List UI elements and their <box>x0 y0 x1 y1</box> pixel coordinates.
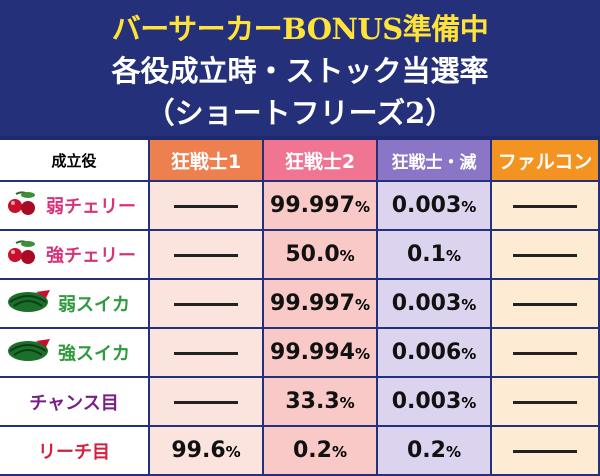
percent-sign: % <box>225 443 241 461</box>
value-cell-2: 0.2% <box>264 427 378 476</box>
percent-sign: % <box>354 296 370 314</box>
dash-mark <box>513 352 577 355</box>
dash-mark <box>174 303 238 306</box>
role-label: リーチ目 <box>38 441 110 463</box>
value-cell-3: 0.1% <box>378 231 492 280</box>
rate-value: 99.994 <box>270 340 355 365</box>
role-cell: 弱チェリー <box>0 182 150 231</box>
rate-value: 99.997 <box>270 291 355 316</box>
table-row: リーチ目 99.6% 0.2% 0.2% <box>0 427 600 476</box>
table-row: チャンス目 33.3% 0.003% <box>0 378 600 427</box>
rate-value: 99.6 <box>171 438 226 463</box>
table-row: 強チェリー 50.0% 0.1% <box>0 231 600 280</box>
title-line-2: 各役成立時・ストック当選率 <box>111 54 489 88</box>
percent-sign: % <box>354 198 370 216</box>
percent-sign: % <box>339 247 355 265</box>
value-cell-4 <box>492 280 600 329</box>
value-cell-3: 0.006% <box>378 329 492 378</box>
value-cell-3: 0.003% <box>378 378 492 427</box>
value-cell-3: 0.003% <box>378 280 492 329</box>
value-cell-3: 0.003% <box>378 182 492 231</box>
role-label: 弱チェリー <box>46 196 136 218</box>
col-header-berserker2: 狂戦士2 <box>264 140 378 182</box>
col-header-falcon: ファルコン <box>492 140 600 182</box>
table-header-row: 成立役 狂戦士1 狂戦士2 狂戦士・滅 ファルコン <box>0 140 600 182</box>
title-line-1: バーサーカーBONUS準備中 <box>111 12 489 46</box>
cherry-icon <box>6 239 40 270</box>
value-cell-1 <box>150 378 264 427</box>
value-cell-2: 50.0% <box>264 231 378 280</box>
value-cell-2: 33.3% <box>264 378 378 427</box>
dash-mark <box>513 401 577 404</box>
percent-sign: % <box>461 345 477 363</box>
value-cell-4 <box>492 378 600 427</box>
stock-rate-table: 成立役 狂戦士1 狂戦士2 狂戦士・滅 ファルコン 弱チェリー 99.997% 0.… <box>0 140 600 476</box>
percent-sign: % <box>339 394 355 412</box>
role-cell: 強スイカ <box>0 329 150 378</box>
dash-mark <box>174 254 238 257</box>
dash-mark <box>174 352 238 355</box>
table-row: 弱スイカ 99.997% 0.003% <box>0 280 600 329</box>
percent-sign: % <box>461 394 477 412</box>
percent-sign: % <box>461 198 477 216</box>
rate-value: 0.003 <box>391 291 462 316</box>
role-label: 強スイカ <box>58 343 130 365</box>
value-cell-2: 99.997% <box>264 280 378 329</box>
rate-value: 0.003 <box>391 389 462 414</box>
value-cell-1 <box>150 231 264 280</box>
value-cell-1: 99.6% <box>150 427 264 476</box>
percent-sign: % <box>445 247 461 265</box>
watermelon-icon <box>6 288 52 319</box>
rate-value: 0.2 <box>406 438 446 463</box>
table-row: 強スイカ 99.994% 0.006% <box>0 329 600 378</box>
dash-mark <box>513 450 577 453</box>
cherry-icon <box>6 190 40 221</box>
role-label: 強チェリー <box>46 245 136 267</box>
watermelon-icon <box>6 337 52 368</box>
value-cell-2: 99.997% <box>264 182 378 231</box>
dash-mark <box>513 303 577 306</box>
rate-value: 0.003 <box>391 193 462 218</box>
dash-mark <box>174 401 238 404</box>
header-banner: バーサーカーBONUS準備中 各役成立時・ストック当選率 （ショートフリーズ2） <box>0 0 600 136</box>
role-cell: リーチ目 <box>0 427 150 476</box>
percent-sign: % <box>331 443 347 461</box>
value-cell-4 <box>492 231 600 280</box>
rate-value: 0.2 <box>292 438 332 463</box>
rate-value: 99.997 <box>270 193 355 218</box>
value-cell-2: 99.994% <box>264 329 378 378</box>
table-row: 弱チェリー 99.997% 0.003% <box>0 182 600 231</box>
col-header-berserker-metsu: 狂戦士・滅 <box>378 140 492 182</box>
rate-value: 33.3 <box>285 389 340 414</box>
percent-sign: % <box>354 345 370 363</box>
title-line-3: （ショートフリーズ2） <box>145 96 455 130</box>
value-cell-1 <box>150 329 264 378</box>
dash-mark <box>513 205 577 208</box>
role-label: 弱スイカ <box>58 294 130 316</box>
rate-value: 50.0 <box>285 242 340 267</box>
dash-mark <box>513 254 577 257</box>
role-cell: 強チェリー <box>0 231 150 280</box>
value-cell-1 <box>150 182 264 231</box>
dash-mark <box>174 205 238 208</box>
role-label: チャンス目 <box>29 392 119 414</box>
rate-value: 0.1 <box>406 242 446 267</box>
col-header-berserker1: 狂戦士1 <box>150 140 264 182</box>
value-cell-4 <box>492 329 600 378</box>
percent-sign: % <box>445 443 461 461</box>
value-cell-4 <box>492 182 600 231</box>
role-cell: チャンス目 <box>0 378 150 427</box>
rate-value: 0.006 <box>391 340 462 365</box>
value-cell-1 <box>150 280 264 329</box>
percent-sign: % <box>461 296 477 314</box>
col-header-role: 成立役 <box>0 140 150 182</box>
role-cell: 弱スイカ <box>0 280 150 329</box>
